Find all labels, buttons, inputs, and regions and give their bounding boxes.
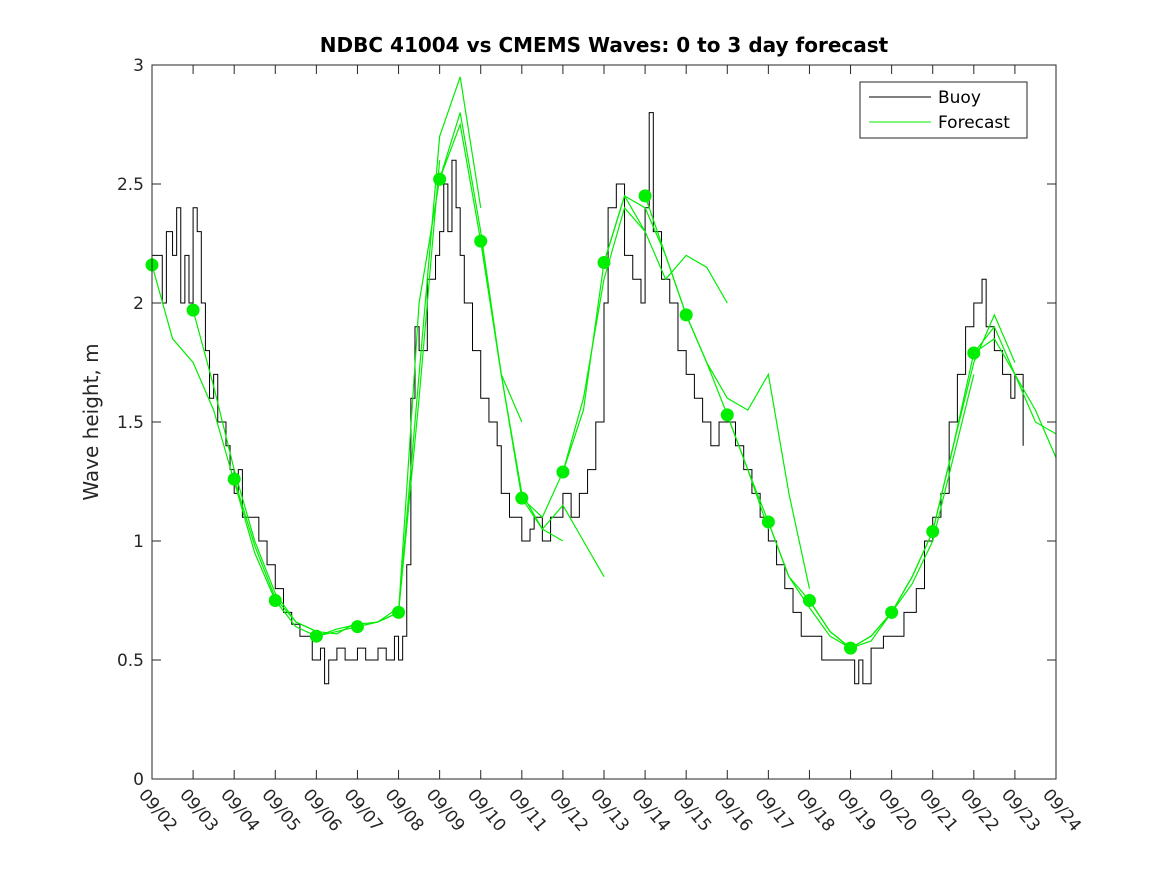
forecast-run-line-0: [152, 264, 276, 601]
x-tick-label: 09/10: [463, 785, 510, 835]
forecast-start-marker: [638, 189, 652, 203]
x-tick-label: 09/15: [668, 785, 715, 835]
x-tick-label: 09/12: [545, 785, 592, 835]
forecast-start-marker: [679, 308, 693, 322]
y-tick-label: 0.5: [117, 651, 144, 671]
forecast-start-marker: [186, 303, 200, 317]
forecast-start-marker: [844, 641, 858, 655]
y-tick-label: 1.5: [117, 413, 144, 433]
x-tick-label: 09/22: [956, 785, 1003, 835]
y-tick-label: 2.5: [117, 175, 144, 195]
x-tick-label: 09/16: [709, 785, 756, 835]
legend-forecast-label: Forecast: [938, 113, 1010, 133]
forecast-run-line-4: [316, 160, 441, 637]
forecast-run-line-19: [932, 325, 1056, 532]
x-tick-label: 09/04: [216, 785, 263, 835]
forecast-start-marker: [967, 346, 981, 360]
forecast-run-line-2: [233, 478, 358, 635]
forecast-start-marker: [350, 620, 364, 634]
forecast-run-line-14: [726, 414, 851, 649]
x-tick-label: 09/02: [134, 785, 181, 835]
x-tick-label: 09/07: [340, 785, 387, 835]
forecast-run-line-16: [808, 531, 934, 649]
forecast-run-line-9: [521, 206, 646, 519]
forecast-run-line-17: [850, 374, 975, 649]
forecast-start-marker: [720, 408, 734, 422]
forecast-start-marker: [926, 524, 940, 538]
x-tick-label: 09/13: [586, 785, 633, 835]
forecast-start-marker: [597, 256, 611, 270]
x-tick-label: 09/17: [751, 785, 798, 835]
forecast-run-line-8: [480, 241, 605, 577]
buoy-series-line: [152, 112, 1024, 685]
chart-title: NDBC 41004 vs CMEMS Waves: 0 to 3 day fo…: [320, 33, 889, 57]
legend-box: [859, 81, 1028, 139]
y-tick-label: 2: [133, 294, 144, 314]
y-axis-label: Wave height, m: [79, 343, 103, 500]
y-tick-label: 0: [133, 770, 144, 790]
x-tick-label: 09/20: [874, 785, 921, 835]
y-tick-label: 3: [133, 56, 144, 76]
forecast-start-marker: [227, 472, 241, 486]
forecast-run-line-1: [192, 309, 317, 632]
y-tick-label: 1: [133, 532, 144, 552]
forecast-start-marker: [556, 465, 570, 479]
x-tick-label: 09/06: [299, 785, 346, 835]
x-tick-label: 09/23: [997, 785, 1044, 835]
forecast-start-marker: [268, 594, 282, 607]
forecast-start-marker: [802, 594, 816, 607]
forecast-start-marker: [433, 172, 447, 186]
forecast-start-marker: [309, 629, 323, 643]
forecast-start-marker: [515, 491, 529, 505]
x-tick-label: 09/09: [422, 785, 469, 835]
x-tick-label: 09/21: [915, 785, 962, 835]
x-tick-label: 09/05: [257, 785, 304, 835]
legend: Buoy Forecast: [859, 81, 1028, 139]
x-tick-label: 09/14: [627, 785, 674, 835]
x-tick-label: 09/24: [1038, 785, 1085, 835]
x-tick-label: 09/19: [833, 785, 880, 835]
forecast-run-line-18: [891, 313, 1016, 613]
x-tick-label: 09/08: [381, 785, 428, 835]
x-tick-label: 09/11: [504, 785, 551, 835]
forecast-run-line-13: [685, 314, 811, 589]
x-tick-label: 09/03: [175, 785, 222, 835]
forecast-start-marker: [474, 234, 488, 248]
forecast-start-marker: [885, 605, 899, 619]
legend-buoy-label: Buoy: [938, 88, 981, 108]
forecast-run-line-11: [603, 194, 728, 304]
forecast-start-marker: [392, 605, 406, 619]
x-tick-label: 09/18: [792, 785, 839, 835]
forecast-run-line-5: [357, 76, 482, 628]
forecast-run-line-20: [973, 337, 1056, 459]
forecast-run-line-6: [397, 112, 523, 613]
forecast-start-marker: [761, 515, 775, 529]
forecast-run-line-15: [767, 521, 893, 649]
